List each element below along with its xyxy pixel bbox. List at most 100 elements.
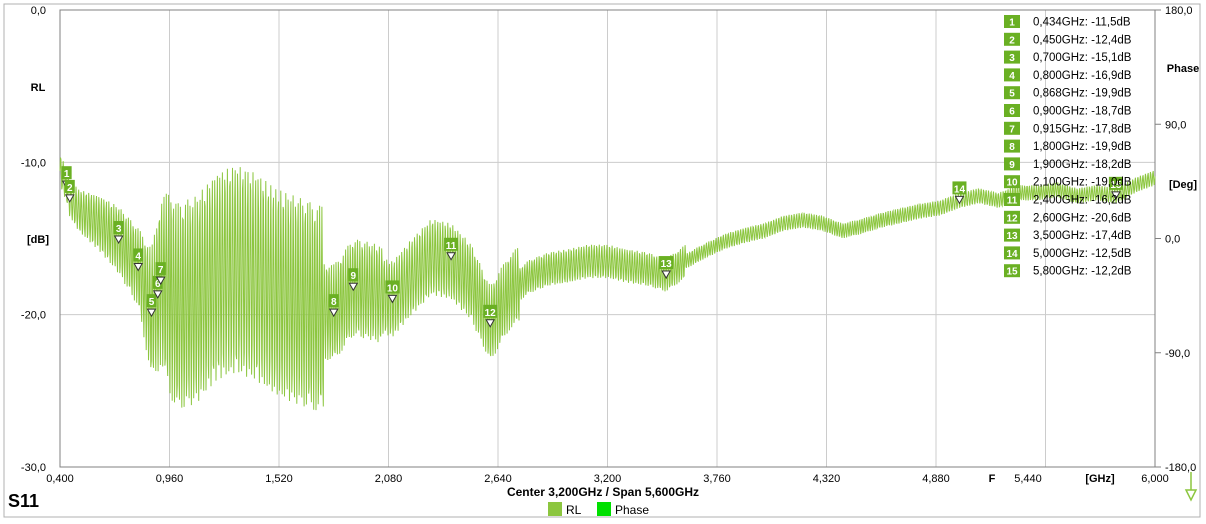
x-tick-label: 6,000 <box>1141 473 1169 485</box>
marker-table-entry: 0,900GHz: -18,7dB <box>1033 106 1132 118</box>
marker-table-entry: 0,450GHz: -12,4dB <box>1033 34 1132 46</box>
x-tick-label: 2,640 <box>484 473 512 485</box>
x-tick-label: 4,880 <box>922 473 950 485</box>
marker-table-index-box <box>1004 15 1020 28</box>
marker-triangle-7 <box>155 276 166 286</box>
marker-table-entry: 5,800GHz: -12,2dB <box>1033 266 1132 278</box>
axes-layer: 0,0 -10,0 -20,0 -30,0 RL [dB] 180,0 90,0 0,0 -90,… <box>8 5 1199 511</box>
marker-table-index-box <box>1004 193 1020 206</box>
marker-table-index-box <box>1004 104 1020 117</box>
marker-flag-label-11: 11 <box>446 241 457 252</box>
right-tick-label: 180,0 <box>1165 5 1193 17</box>
marker-flag-label-12: 12 <box>485 308 497 319</box>
marker-flag-15 <box>1108 176 1123 190</box>
marker-table-index-box <box>1004 139 1020 153</box>
marker-flag-label-13: 13 <box>661 259 673 270</box>
marker-table-index-box <box>1004 210 1020 224</box>
marker-triangle-10 <box>387 294 398 304</box>
marker-table: 1 0,434GHz: -11,5dB 2 0,450GHz: -12,4dB 3 0,7… <box>1004 15 1132 278</box>
marker-flag-label-8: 8 <box>331 297 337 308</box>
right-axis-unit: [Deg] <box>1169 179 1197 191</box>
x-tick-label: 4,320 <box>813 473 841 485</box>
right-axis-name: Phase <box>1167 63 1199 75</box>
marker-flag-label-5: 5 <box>149 297 155 308</box>
marker-table-index: 14 <box>1006 249 1018 260</box>
marker-table-entry: 0,915GHz: -17,8dB <box>1033 123 1132 135</box>
marker-flag-label-9: 9 <box>351 271 357 282</box>
marker-flag-6 <box>152 275 163 289</box>
marker-table-index-box <box>1004 32 1020 46</box>
marker-table-index: 13 <box>1006 231 1018 242</box>
marker-flag-13 <box>659 256 674 270</box>
marker-flag-8 <box>328 294 339 308</box>
x-tick-label: 3,200 <box>594 473 622 485</box>
marker-triangle-3 <box>113 235 124 245</box>
marker-table-index: 8 <box>1009 142 1015 153</box>
marker-table-entry: 1,900GHz: -18,2dB <box>1033 159 1132 171</box>
marker-table-index-box <box>1004 228 1020 242</box>
right-tick-label: 90,0 <box>1165 119 1186 131</box>
marker-flag-label-10: 10 <box>387 283 399 294</box>
marker-flag-label-14: 14 <box>954 184 966 195</box>
marker-flag-14 <box>952 181 967 195</box>
marker-table-index: 2 <box>1009 35 1015 46</box>
left-tick-label: -30,0 <box>21 462 46 474</box>
marker-triangle-15 <box>1111 191 1121 200</box>
marker-table-index: 10 <box>1006 178 1018 189</box>
x-tick-label: 1,520 <box>265 473 293 485</box>
marker-table-index: 6 <box>1009 107 1015 118</box>
marker-table-index-box <box>1004 157 1020 171</box>
marker-triangle-12 <box>485 319 496 328</box>
x-axis-label: Center 3,200GHz / Span 5,600GHz <box>507 485 699 499</box>
marker-flag-label-1: 1 <box>64 169 70 180</box>
marker-flag-label-15: 15 <box>1110 180 1122 191</box>
marker-triangle-6 <box>152 290 163 299</box>
left-tick-label: -10,0 <box>21 157 46 169</box>
marker-table-entry: 0,800GHz: -16,9dB <box>1033 70 1132 82</box>
marker-flag-label-7: 7 <box>158 265 164 276</box>
marker-table-index: 4 <box>1009 71 1015 82</box>
marker-triangle-13 <box>661 270 672 280</box>
x-axis-unit: [GHz] <box>1085 473 1115 485</box>
marker-triangle-5 <box>146 308 157 318</box>
left-tick-label: 0,0 <box>31 5 46 17</box>
marker-triangle-14 <box>954 195 965 205</box>
marker-flag-9 <box>348 268 359 282</box>
left-axis-unit: [dB] <box>27 234 49 246</box>
marker-flag-label-2: 2 <box>67 183 73 194</box>
scroll-down-arrow-icon[interactable] <box>1184 472 1198 502</box>
marker-table-index: 1 <box>1009 18 1015 29</box>
marker-triangle-8 <box>328 308 339 318</box>
series-line-rl <box>59 157 1156 411</box>
marker-table-entry: 0,434GHz: -11,5dB <box>1033 17 1131 29</box>
marker-triangle-4 <box>133 262 144 272</box>
scroll-arrow-head <box>1184 489 1198 502</box>
marker-flag-4 <box>133 248 144 262</box>
marker-table-entry: 0,700GHz: -15,1dB <box>1033 52 1132 64</box>
x-axis-letter: F <box>989 473 996 485</box>
legend-swatch-rl <box>548 502 562 516</box>
marker-table-index-box <box>1004 86 1020 100</box>
x-tick-label: 0,400 <box>46 473 74 485</box>
marker-table-entry: 1,800GHz: -19,9dB <box>1033 141 1132 153</box>
marker-table-entry: 3,500GHz: -17,4dB <box>1033 230 1132 242</box>
marker-flag-11 <box>444 237 459 251</box>
marker-flag-3 <box>113 221 124 235</box>
marker-flag-label-4: 4 <box>135 251 141 262</box>
marker-table-index-box <box>1004 68 1020 82</box>
legend: RL Phase <box>548 502 649 517</box>
marker-triangle-9 <box>348 282 359 292</box>
left-tick-label: -20,0 <box>21 310 46 322</box>
left-axis-name: RL <box>31 82 46 94</box>
chart-title: S11 <box>8 491 39 511</box>
marker-table-index-box <box>1004 175 1020 189</box>
marker-table-entry: 0,868GHz: -19,9dB <box>1033 88 1132 100</box>
marker-triangle-11 <box>446 252 456 261</box>
marker-table-index: 15 <box>1006 267 1018 278</box>
marker-table-index: 11 <box>1007 196 1018 207</box>
marker-table-index-box <box>1004 50 1020 64</box>
marker-table-index: 9 <box>1009 160 1015 171</box>
legend-swatch-phase <box>597 502 611 516</box>
